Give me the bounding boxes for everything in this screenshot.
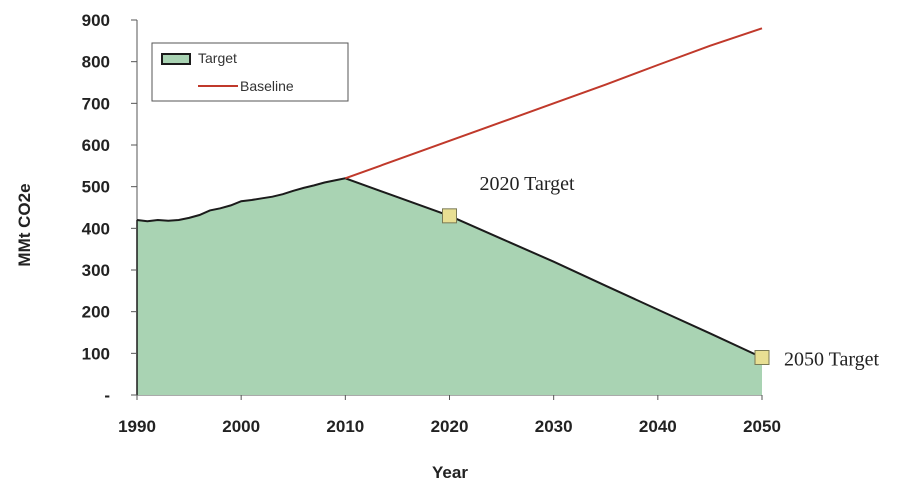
- y-tick-label: 300: [82, 261, 110, 280]
- annotation-2050-target: 2050 Target: [784, 349, 880, 371]
- y-tick-label: 400: [82, 219, 110, 238]
- x-tick-label: 2050: [743, 417, 781, 436]
- x-tick-label: 2040: [639, 417, 677, 436]
- y-tick-label: 600: [82, 136, 110, 155]
- x-tick-label: 1990: [118, 417, 156, 436]
- x-tick-label: 2000: [222, 417, 260, 436]
- legend-label-baseline: Baseline: [240, 78, 294, 94]
- legend-box: [151, 42, 349, 102]
- legend: Target Baseline: [151, 42, 349, 102]
- y-tick-label: 100: [82, 344, 110, 363]
- y-tick-label: 700: [82, 94, 110, 113]
- series-target-line: [136, 177, 763, 359]
- series-target-area: [137, 178, 762, 395]
- annotation-2020-target: 2020 Target: [480, 173, 576, 195]
- y-tick-label: 800: [82, 53, 110, 72]
- y-tick-label: 500: [82, 178, 110, 197]
- y-tick-label: 900: [82, 11, 110, 30]
- legend-label-target: Target: [198, 50, 237, 66]
- x-tick-label: 2020: [431, 417, 469, 436]
- legend-swatch-target: [161, 53, 191, 65]
- series-baseline-line: [344, 27, 763, 180]
- annotation-2050-target-marker: [754, 350, 770, 365]
- x-tick-label: 2010: [326, 417, 364, 436]
- x-axis-title: Year: [432, 463, 468, 482]
- annotation-2020-target-marker: [442, 208, 457, 224]
- y-tick-label: 200: [82, 303, 110, 322]
- y-axis-title: MMt CO2e: [15, 183, 34, 266]
- x-tick-label: 2030: [535, 417, 573, 436]
- y-tick-label: -: [104, 386, 110, 405]
